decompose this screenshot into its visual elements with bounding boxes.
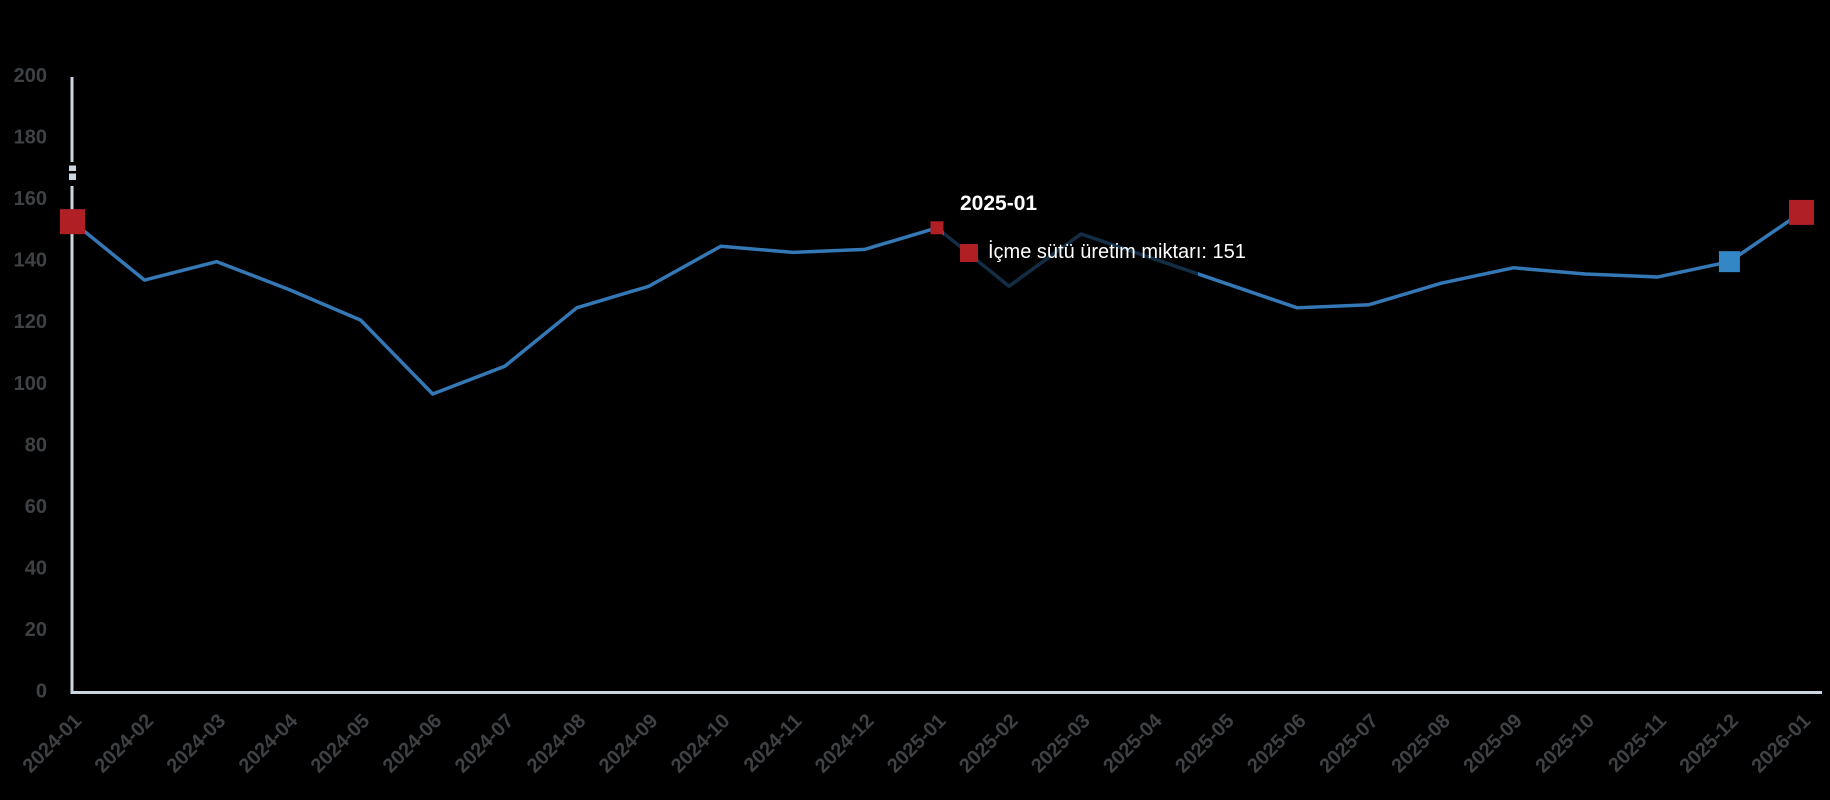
x-tick-label: 2025-03 <box>1027 710 1094 777</box>
data-point-marker-2025-12[interactable] <box>1718 251 1740 273</box>
data-point-marker-2026-01[interactable] <box>1788 199 1814 225</box>
x-tick-label: 2025-12 <box>1675 710 1742 777</box>
data-point-marker-2024-01[interactable] <box>60 209 85 235</box>
x-tick-label: 2024-01 <box>19 710 86 777</box>
x-tick-label: 2024-11 <box>740 710 807 777</box>
axis-caret-dash <box>69 173 76 180</box>
x-tick-label: 2024-03 <box>163 710 230 777</box>
x-tick-label: 2024-09 <box>595 710 662 777</box>
x-tick-label: 2026-01 <box>1748 710 1815 777</box>
y-tick-label: 100 <box>14 373 47 395</box>
y-tick-label: 120 <box>14 311 47 333</box>
x-tick-label: 2025-11 <box>1604 710 1671 777</box>
tooltip-backdrop <box>944 186 1198 298</box>
x-tick-label: 2024-02 <box>91 710 158 777</box>
y-tick-label: 0 <box>36 681 47 703</box>
x-tick-label: 2024-07 <box>451 710 518 777</box>
x-tick-label: 2024-06 <box>379 710 446 777</box>
y-tick-label: 80 <box>25 434 47 456</box>
x-tick-label: 2025-07 <box>1315 710 1382 777</box>
x-tick-label: 2025-02 <box>955 710 1022 777</box>
x-tick-label: 2025-04 <box>1099 709 1167 777</box>
x-tick-label: 2025-05 <box>1171 710 1238 777</box>
x-tick-label: 2024-12 <box>811 710 878 777</box>
x-tick-label: 2024-04 <box>235 709 303 777</box>
x-tick-label: 2024-05 <box>307 710 374 777</box>
x-tick-label: 2025-08 <box>1387 710 1454 777</box>
data-point-marker-2025-01[interactable] <box>930 221 944 235</box>
y-tick-label: 140 <box>14 250 47 272</box>
y-tick-label: 60 <box>25 496 47 518</box>
x-tick-label: 2024-08 <box>523 710 590 777</box>
x-tick-label: 2025-01 <box>883 710 950 777</box>
y-tick-label: 160 <box>14 188 47 210</box>
y-tick-label: 40 <box>25 557 47 579</box>
x-tick-label: 2025-10 <box>1531 710 1598 777</box>
y-tick-label: 200 <box>14 65 47 87</box>
x-tick-label: 2024-10 <box>667 710 734 777</box>
axis-caret-dash <box>69 165 76 171</box>
x-tick-label: 2025-06 <box>1243 710 1310 777</box>
x-tick-label: 2025-09 <box>1459 710 1526 777</box>
y-tick-label: 180 <box>14 127 47 149</box>
series-line <box>70 210 1804 396</box>
y-tick-label: 20 <box>25 619 47 641</box>
